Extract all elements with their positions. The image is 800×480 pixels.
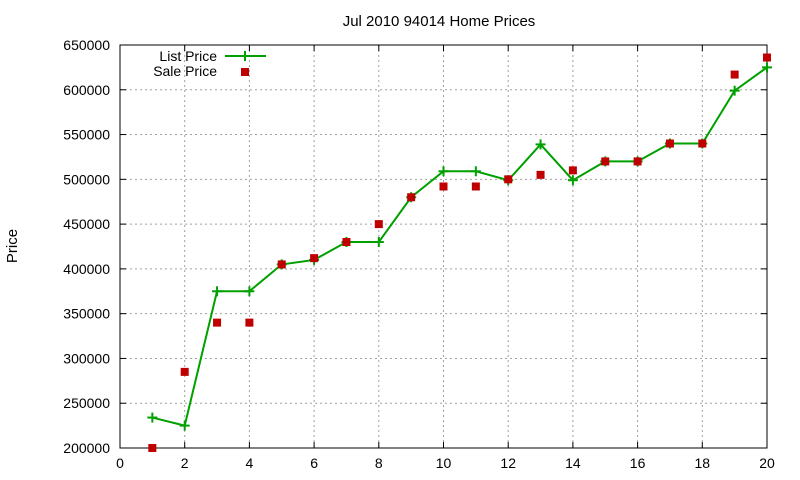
data-point-list-price: [212, 286, 223, 297]
data-point-sale-price: [342, 238, 351, 247]
legend-label-list-price: List Price: [159, 48, 217, 64]
y-tick-label: 400000: [63, 261, 110, 277]
data-point-sale-price: [633, 157, 642, 166]
data-point-sale-price: [763, 53, 771, 62]
data-point-sale-price: [310, 254, 319, 263]
x-tick-label: 2: [181, 455, 189, 471]
data-point-list-price: [438, 166, 449, 177]
x-tick-label: 18: [695, 455, 711, 471]
data-point-list-price: [147, 412, 158, 423]
data-point-sale-price: [601, 157, 610, 166]
data-point-list-price: [535, 139, 546, 150]
data-point-sale-price: [568, 166, 577, 175]
data-point-sale-price: [277, 260, 286, 269]
data-point-sale-price: [148, 444, 157, 452]
grid: [120, 45, 767, 448]
y-tick-label: 650000: [63, 37, 110, 53]
data-point-list-price: [244, 286, 255, 297]
y-axis-label: Price: [4, 229, 21, 263]
y-tick-label: 250000: [63, 395, 110, 411]
data-point-sale-price: [407, 193, 416, 202]
chart-title: Jul 2010 94014 Home Prices: [343, 13, 536, 30]
data-point-list-price: [729, 85, 740, 96]
legend-marker-sale-price: [241, 68, 249, 76]
data-point-list-price: [567, 175, 578, 186]
x-tick-label: 12: [500, 455, 516, 471]
x-tick-label: 14: [565, 455, 581, 471]
data-point-list-price: [762, 62, 772, 73]
data-point-sale-price: [730, 70, 739, 79]
data-point-sale-price: [439, 182, 448, 191]
x-tick-label: 10: [436, 455, 452, 471]
data-point-sale-price: [504, 175, 513, 184]
x-tick-label: 20: [759, 455, 775, 471]
data-point-sale-price: [213, 318, 222, 327]
series-line-list-price: [152, 66, 768, 427]
y-tick-label: 350000: [63, 306, 110, 322]
y-tick-label: 550000: [63, 127, 110, 143]
data-point-sale-price: [180, 367, 189, 376]
x-tick-label: 0: [116, 455, 124, 471]
legend-label-sale-price: Sale Price: [153, 63, 217, 79]
x-tick-label: 4: [246, 455, 254, 471]
data-point-list-price: [179, 420, 190, 431]
y-tick-label: 450000: [63, 216, 110, 232]
x-tick-label: 6: [310, 455, 318, 471]
data-point-sale-price: [374, 220, 383, 229]
y-tick-label: 300000: [63, 350, 110, 366]
axes: 0 2 4 6 8 10 12 14 16 18 20 200000 250000 300000 35000…: [63, 37, 775, 471]
y-tick-label: 500000: [63, 171, 110, 187]
y-tick-label: 200000: [63, 440, 110, 456]
data-point-list-price: [373, 237, 384, 248]
x-tick-label: 8: [375, 455, 383, 471]
data-point-sale-price: [471, 182, 480, 191]
data-point-sale-price: [665, 139, 674, 148]
plot-series: [147, 53, 772, 452]
x-tick-label: 16: [630, 455, 646, 471]
data-point-sale-price: [536, 170, 545, 179]
data-point-list-price: [470, 166, 481, 177]
data-point-sale-price: [698, 139, 707, 148]
y-tick-label: 600000: [63, 82, 110, 98]
data-point-sale-price: [245, 318, 254, 327]
